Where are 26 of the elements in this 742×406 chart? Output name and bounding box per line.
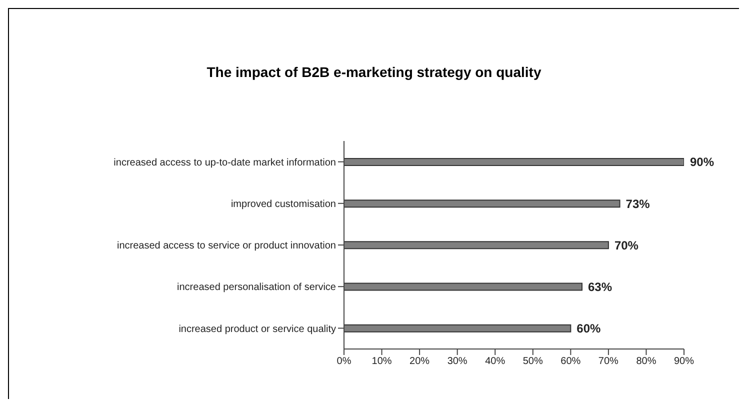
data-label: 60%	[576, 322, 602, 336]
bar	[344, 324, 572, 332]
x-tick-label: 80%	[636, 356, 656, 368]
bar	[344, 282, 582, 291]
data-label: 90%	[690, 155, 714, 170]
x-tick-label: 40%	[485, 356, 506, 368]
y-tick-label: increased access to up-to-date market information	[114, 157, 336, 168]
y-tick-label: increased access to service or product innovation	[116, 240, 336, 252]
chart-title: The impact of B2B e-marketing strategy on quality	[206, 64, 542, 80]
x-tick-label: 60%	[560, 356, 581, 368]
x-tick-label: 90%	[674, 356, 694, 368]
y-tick-label: increased personalisation of service	[177, 282, 336, 294]
data-label: 73%	[626, 196, 650, 211]
data-label: 63%	[588, 280, 612, 294]
x-tick-label: 70%	[598, 356, 619, 368]
x-tick-label: 20%	[410, 356, 430, 368]
bar	[344, 200, 620, 208]
y-tick-label: increased product or service quality	[178, 324, 336, 335]
y-tick-label: improved customisation	[230, 198, 336, 210]
x-tick-label: 10%	[372, 356, 392, 368]
bar	[344, 158, 684, 166]
x-tick-label: 50%	[522, 356, 544, 368]
data-label: 70%	[614, 238, 639, 252]
bar	[344, 241, 609, 250]
x-tick-label: 0%	[336, 356, 352, 368]
x-tick-label: 30%	[447, 356, 468, 368]
